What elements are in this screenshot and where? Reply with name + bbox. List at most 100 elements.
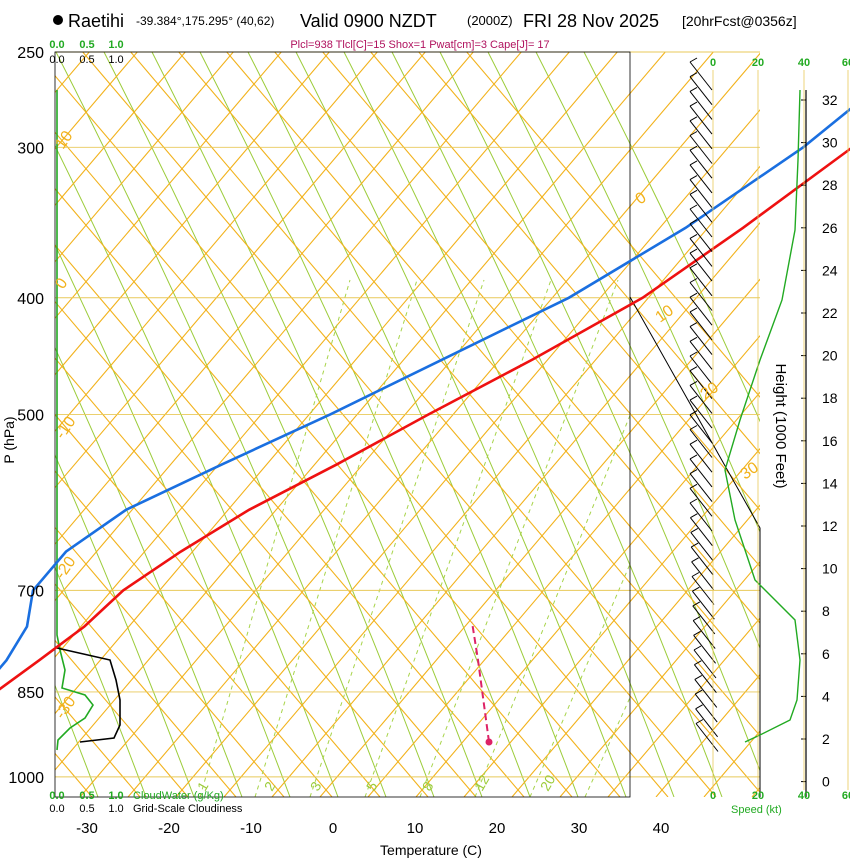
- wind-barb-flag: [689, 145, 698, 151]
- isobar-cross-line: [418, 52, 760, 455]
- dry-adiabat-line: [55, 52, 387, 797]
- mixing-ratio-label: 5: [363, 779, 381, 794]
- wind-barb-flag: [689, 351, 698, 357]
- isobar-cross-line: [274, 52, 760, 624]
- wind-barb-flag: [691, 557, 699, 563]
- mixing-ratio-line: [254, 279, 418, 797]
- wind-barb: [694, 693, 718, 723]
- height-tick-label: 10: [822, 561, 838, 577]
- wind-barb-flag: [689, 131, 698, 136]
- wind-barb-flag: [689, 483, 698, 489]
- isobar-cross-line: [55, 131, 621, 797]
- cloud-water-label: CloudWater (g/Kg): [133, 790, 224, 802]
- wind-barb-flag: [695, 719, 704, 724]
- wind-barb: [689, 149, 713, 179]
- wind-barb: [689, 282, 713, 311]
- dry-adiabat-line: [55, 684, 99, 797]
- wind-barb: [689, 326, 713, 355]
- wind-barbs: [689, 57, 719, 752]
- isotherm-line: [55, 52, 522, 602]
- dry-adiabat-line: [55, 346, 243, 797]
- wind-speed-tick-top: 60: [842, 57, 850, 69]
- sounding-traces: [0, 107, 850, 746]
- cloudiness-tick-top: 0.0: [49, 54, 64, 66]
- height-tick-label: 0: [822, 774, 830, 790]
- wind-barb-flag: [689, 72, 698, 78]
- dry-adiabat-line: [583, 52, 760, 423]
- height-tick-label: 8: [822, 603, 830, 619]
- isobar-cross-line: [322, 52, 760, 568]
- wind-barb-flag: [689, 454, 698, 460]
- wind-barb-flag: [689, 175, 698, 181]
- wind-speed-label: Speed (kt): [731, 804, 782, 816]
- temperature-ticks: -30 -20 -10 0 10 20 30 40: [76, 820, 669, 837]
- dewpoint-line: [0, 107, 850, 670]
- wind-barb: [692, 590, 715, 620]
- dry-adiabat-line: [55, 144, 339, 797]
- wind-barb-flag: [689, 57, 698, 63]
- wind-barb-flag: [689, 366, 698, 372]
- wind-barb-flag: [689, 189, 698, 195]
- cloud-water-tick-bottom: 0.5: [79, 790, 94, 802]
- pressure-tick-label-250: 250: [17, 45, 44, 62]
- wind-barb-flag: [689, 425, 698, 430]
- isobar-cross-line: [55, 413, 381, 797]
- wind-speed-tick-bottom: 20: [752, 790, 764, 802]
- wind-barb-flag: [692, 616, 701, 622]
- wind-speed-ticks-bottom: 0 20 40 60: [710, 790, 850, 802]
- wind-barb-flag: [691, 572, 700, 577]
- wind-barb-flag: [689, 160, 698, 166]
- wind-barb-flag: [689, 233, 698, 239]
- wind-barb: [689, 429, 713, 458]
- y-axis-label: P (hPa): [1, 416, 17, 463]
- isotherm-line: [55, 52, 282, 320]
- isobar-cross-line: [55, 470, 333, 797]
- wind-barb: [689, 355, 713, 385]
- isotherm-line: [463, 447, 760, 797]
- temperature-tick-label: 40: [653, 820, 670, 837]
- wind-barb: [690, 546, 714, 576]
- isobar-cross-line: [55, 74, 669, 797]
- isotherm-line: [127, 52, 760, 797]
- temperature-tick-label: -30: [76, 820, 98, 837]
- wind-barb: [689, 164, 713, 194]
- cloud-water-tick-top: 1.0: [108, 39, 123, 51]
- x-axis-label: Temperature (C): [380, 842, 482, 858]
- wind-barb: [695, 708, 718, 738]
- isobar-cross-line: [55, 583, 237, 797]
- isobar-cross-line: [55, 526, 285, 797]
- wind-barb-flag: [694, 689, 703, 695]
- wind-barb-flag: [690, 527, 699, 533]
- isotherm-line: [55, 52, 666, 771]
- dry-adiabat-line: [343, 52, 675, 797]
- wind-speed-tick-top: 0: [710, 57, 716, 69]
- isotherm-label: 0: [633, 189, 650, 208]
- wind-panel-outline: [629, 296, 761, 797]
- wind-barb-flag: [689, 263, 698, 269]
- mixing-ratio-line: [584, 696, 630, 797]
- parcel-path: [471, 621, 490, 743]
- mixing-ratio-line: [474, 414, 630, 797]
- isotherm-line: [79, 52, 714, 797]
- wind-barb-flag: [689, 204, 698, 210]
- isotherm-line: [511, 504, 760, 797]
- plot-frame: [54, 51, 631, 798]
- wind-barb-flag: [692, 586, 700, 592]
- isotherm-line: [319, 278, 760, 797]
- isotherm-line: [55, 52, 234, 263]
- wind-barb: [689, 473, 713, 502]
- isobar-cross-line: [178, 52, 760, 737]
- wind-barb: [689, 487, 713, 517]
- height-tick-label: 26: [822, 220, 838, 236]
- isotherm-line: [55, 52, 330, 376]
- cloud-water-tick-bottom: 1.0: [108, 790, 123, 802]
- dry-adiabat-line: [151, 52, 483, 797]
- wind-barb-flag: [689, 278, 698, 283]
- isotherm-label: 10: [653, 302, 677, 326]
- mixing-ratio-label: 20: [537, 772, 559, 794]
- height-tick-label: 24: [822, 262, 838, 278]
- wind-barb: [693, 634, 716, 664]
- wind-barb-flag: [692, 601, 701, 607]
- valid-time: Valid 0900 NZDT: [300, 11, 437, 31]
- isobar-cross-line: [226, 52, 760, 681]
